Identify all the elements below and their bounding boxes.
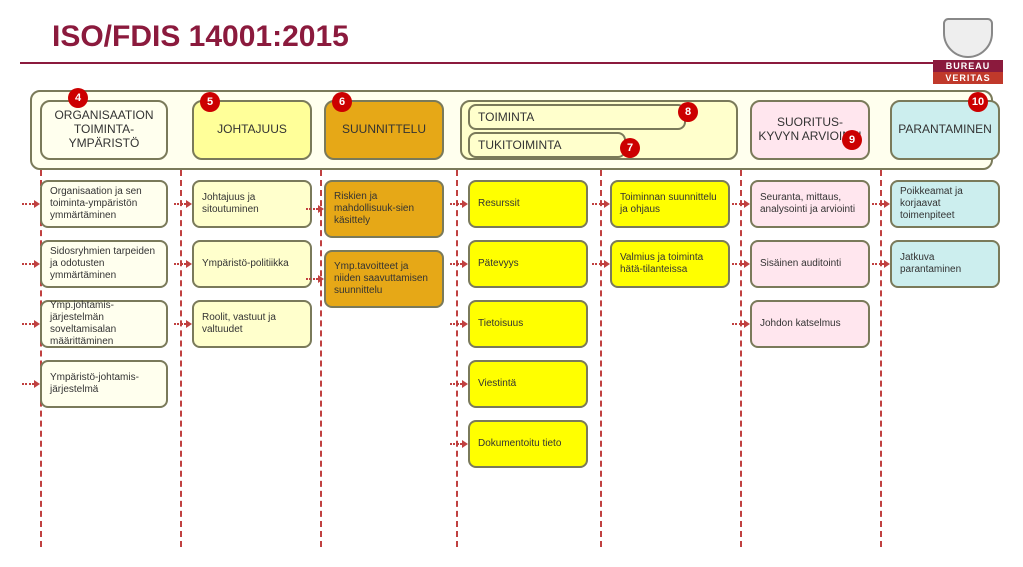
arrow-icon bbox=[592, 257, 610, 271]
clause-item-label: Toiminnan suunnittelu ja ohjaus bbox=[620, 192, 722, 216]
clause-item-label: Ympäristö-politiikka bbox=[202, 258, 289, 270]
arrow-icon bbox=[174, 197, 192, 211]
clause-item: Roolit, vastuut ja valtuudet bbox=[192, 300, 312, 348]
clause-item: Pätevyys bbox=[468, 240, 588, 288]
clause-item: Riskien ja mahdollisuuk-sien käsittely bbox=[324, 180, 444, 238]
clause-item-label: Valmius ja toiminta hätä-tilanteissa bbox=[620, 252, 722, 276]
clause-item-label: Seuranta, mittaus, analysointi ja arvioi… bbox=[760, 192, 862, 216]
column-divider bbox=[320, 170, 322, 547]
arrow-icon bbox=[732, 197, 750, 211]
clause-item-label: Organisaation ja sen toiminta-ympäristön… bbox=[50, 186, 160, 222]
page-title: ISO/FDIS 14001:2015 bbox=[52, 20, 349, 54]
clause-item: Resurssit bbox=[468, 180, 588, 228]
logo-text-1: BUREAU bbox=[933, 60, 1003, 72]
logo-crest-icon bbox=[943, 18, 993, 58]
clause-badge-9: 9 bbox=[842, 130, 862, 150]
arrow-icon bbox=[732, 257, 750, 271]
clause-item: Johdon katselmus bbox=[750, 300, 870, 348]
column-divider bbox=[180, 170, 182, 547]
arrow-icon bbox=[174, 257, 192, 271]
clause-item-label: Ympäristö-johtamis-järjestelmä bbox=[50, 372, 160, 396]
arrow-icon bbox=[872, 197, 890, 211]
clause-item: Ympäristö-politiikka bbox=[192, 240, 312, 288]
clause-item-label: Jatkuva parantaminen bbox=[900, 252, 992, 276]
arrow-icon bbox=[174, 317, 192, 331]
column-divider bbox=[880, 170, 882, 547]
clause-item-label: Viestintä bbox=[478, 378, 516, 390]
item-column-col7: Resurssit Pätevyys Tietoisuus Viestintä Doku… bbox=[468, 180, 588, 557]
arrow-icon bbox=[306, 272, 324, 286]
arrow-icon bbox=[450, 197, 468, 211]
arrow-icon bbox=[450, 377, 468, 391]
clause-item: Viestintä bbox=[468, 360, 588, 408]
arrow-icon bbox=[732, 317, 750, 331]
clause-item: Valmius ja toiminta hätä-tilanteissa bbox=[610, 240, 730, 288]
clause-item-label: Johtajuus ja sitoutuminen bbox=[202, 192, 304, 216]
clause-item-label: Johdon katselmus bbox=[760, 318, 841, 330]
clause-badge-4: 4 bbox=[68, 88, 88, 108]
clause-badge-7: 7 bbox=[620, 138, 640, 158]
clause-item-label: Resurssit bbox=[478, 198, 520, 210]
item-column-col4: Organisaation ja sen toiminta-ympäristön… bbox=[40, 180, 168, 557]
clause-badge-8: 8 bbox=[678, 102, 698, 122]
bureau-veritas-logo: BUREAU VERITAS bbox=[933, 18, 1003, 84]
clause-item: Seuranta, mittaus, analysointi ja arvioi… bbox=[750, 180, 870, 228]
clause-item: Poikkeamat ja korjaavat toimenpiteet bbox=[890, 180, 1000, 228]
column-divider bbox=[600, 170, 602, 547]
item-column-col5: Johtajuus ja sitoutuminen Ympäristö-polit… bbox=[192, 180, 312, 557]
arrow-icon bbox=[872, 257, 890, 271]
clause-item: Tietoisuus bbox=[468, 300, 588, 348]
arrow-icon bbox=[22, 197, 40, 211]
clause-badge-5: 5 bbox=[200, 92, 220, 112]
clause-item-label: Pätevyys bbox=[478, 258, 519, 270]
clause-item-label: Roolit, vastuut ja valtuudet bbox=[202, 312, 304, 336]
column-header-col4: ORGANISAATION TOIMINTA-YMPÄRISTÖ bbox=[40, 100, 168, 160]
clause-item-label: Ymp.johtamis-järjestelmän soveltamisalan… bbox=[50, 300, 160, 348]
clause-item-label: Tietoisuus bbox=[478, 318, 523, 330]
item-column-col10: Poikkeamat ja korjaavat toimenpiteet Jatk… bbox=[890, 180, 1000, 557]
clause-item-label: Poikkeamat ja korjaavat toimenpiteet bbox=[900, 186, 992, 222]
column-header-tukitoiminta: TUKITOIMINTA bbox=[468, 132, 626, 158]
title-underline bbox=[20, 62, 1003, 64]
clause-item: Ympäristö-johtamis-järjestelmä bbox=[40, 360, 168, 408]
clause-badge-10: 10 bbox=[968, 92, 988, 112]
arrow-icon bbox=[450, 257, 468, 271]
clause-item: Sisäinen auditointi bbox=[750, 240, 870, 288]
clause-item-label: Sidosryhmien tarpeiden ja odotusten ymmä… bbox=[50, 246, 160, 282]
clause-item: Sidosryhmien tarpeiden ja odotusten ymmä… bbox=[40, 240, 168, 288]
item-column-col6: Riskien ja mahdollisuuk-sien käsittely Ym… bbox=[324, 180, 444, 557]
clause-item: Dokumentoitu tieto bbox=[468, 420, 588, 468]
clause-item: Toiminnan suunnittelu ja ohjaus bbox=[610, 180, 730, 228]
item-column-col8: Toiminnan suunnittelu ja ohjaus Valmius j… bbox=[610, 180, 730, 557]
column-header-toiminta: TOIMINTA bbox=[468, 104, 686, 130]
column-divider bbox=[740, 170, 742, 547]
item-column-col9: Seuranta, mittaus, analysointi ja arvioi… bbox=[750, 180, 870, 557]
arrow-icon bbox=[306, 202, 324, 216]
clause-item-label: Ymp.tavoitteet ja niiden saavuttamisen s… bbox=[334, 261, 436, 297]
clause-item: Johtajuus ja sitoutuminen bbox=[192, 180, 312, 228]
clause-item-label: Dokumentoitu tieto bbox=[478, 438, 561, 450]
clause-badge-6: 6 bbox=[332, 92, 352, 112]
arrow-icon bbox=[22, 257, 40, 271]
arrow-icon bbox=[592, 197, 610, 211]
clause-item-label: Sisäinen auditointi bbox=[760, 258, 841, 270]
column-divider bbox=[456, 170, 458, 547]
arrow-icon bbox=[22, 377, 40, 391]
arrow-icon bbox=[450, 317, 468, 331]
clause-item: Organisaation ja sen toiminta-ympäristön… bbox=[40, 180, 168, 228]
logo-text-2: VERITAS bbox=[933, 72, 1003, 84]
arrow-icon bbox=[22, 317, 40, 331]
arrow-icon bbox=[450, 437, 468, 451]
clause-item-label: Riskien ja mahdollisuuk-sien käsittely bbox=[334, 191, 436, 227]
iso-structure-diagram: ORGANISAATION TOIMINTA-YMPÄRISTÖ4 Organis… bbox=[20, 90, 1003, 557]
clause-item: Ymp.johtamis-järjestelmän soveltamisalan… bbox=[40, 300, 168, 348]
clause-item: Ymp.tavoitteet ja niiden saavuttamisen s… bbox=[324, 250, 444, 308]
clause-item: Jatkuva parantaminen bbox=[890, 240, 1000, 288]
